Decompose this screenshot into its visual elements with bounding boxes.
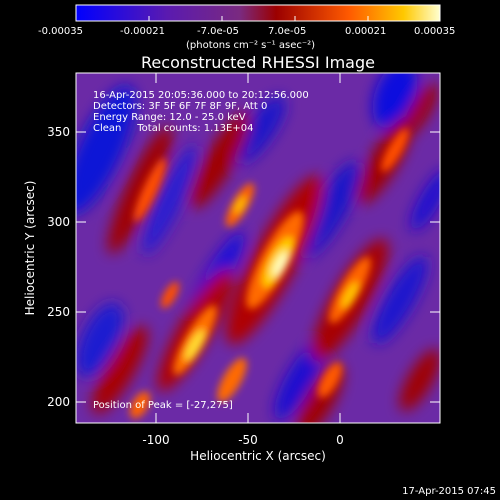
image-title: Reconstructed RHESSI Image xyxy=(141,53,375,72)
axis-tickmarks xyxy=(76,73,440,423)
y-tick-label: 250 xyxy=(47,305,70,319)
colorbar-tick-label: -0.00021 xyxy=(120,26,165,37)
colorbar-tick-label: -7.0e-05 xyxy=(197,26,239,37)
rhessi-image xyxy=(76,73,440,423)
detectors-text: Detectors: 3F 5F 6F 7F 8F 9F, Att 0 xyxy=(93,101,267,112)
image-frame xyxy=(75,72,441,424)
y-tick-label: 300 xyxy=(47,215,70,229)
colorbar-tick-label: 7.0e-05 xyxy=(268,26,306,37)
time-range-text: 16-Apr-2015 20:05:36.000 to 20:12:56.000 xyxy=(93,90,309,101)
x-tick-label: 0 xyxy=(336,433,344,447)
y-tick-label: 200 xyxy=(47,395,70,409)
energy-range-text: Energy Range: 12.0 - 25.0 keV xyxy=(93,112,246,123)
colorbar-tick-label: 0.00035 xyxy=(414,26,455,37)
colorbar-tick-label: 0.00021 xyxy=(345,26,386,37)
colorbar-tickmarks xyxy=(75,16,441,21)
x-axis-label: Heliocentric X (arcsec) xyxy=(190,449,326,463)
colorbar-tick-label: -0.00035 xyxy=(38,26,83,37)
x-tick-label: -50 xyxy=(238,433,258,447)
y-tick-label: 350 xyxy=(47,125,70,139)
x-tick-label: -100 xyxy=(142,433,169,447)
timestamp: 17-Apr-2015 07:45 xyxy=(402,486,496,497)
colorbar xyxy=(75,4,441,22)
peak-position-text: Position of Peak = [-27,275] xyxy=(93,400,233,411)
y-axis-label: Heliocentric Y (arcsec) xyxy=(23,181,37,316)
method-counts-text: Clean Total counts: 1.13E+04 xyxy=(93,123,253,134)
colorbar-units: (photons cm⁻² s⁻¹ asec⁻²) xyxy=(186,40,315,51)
